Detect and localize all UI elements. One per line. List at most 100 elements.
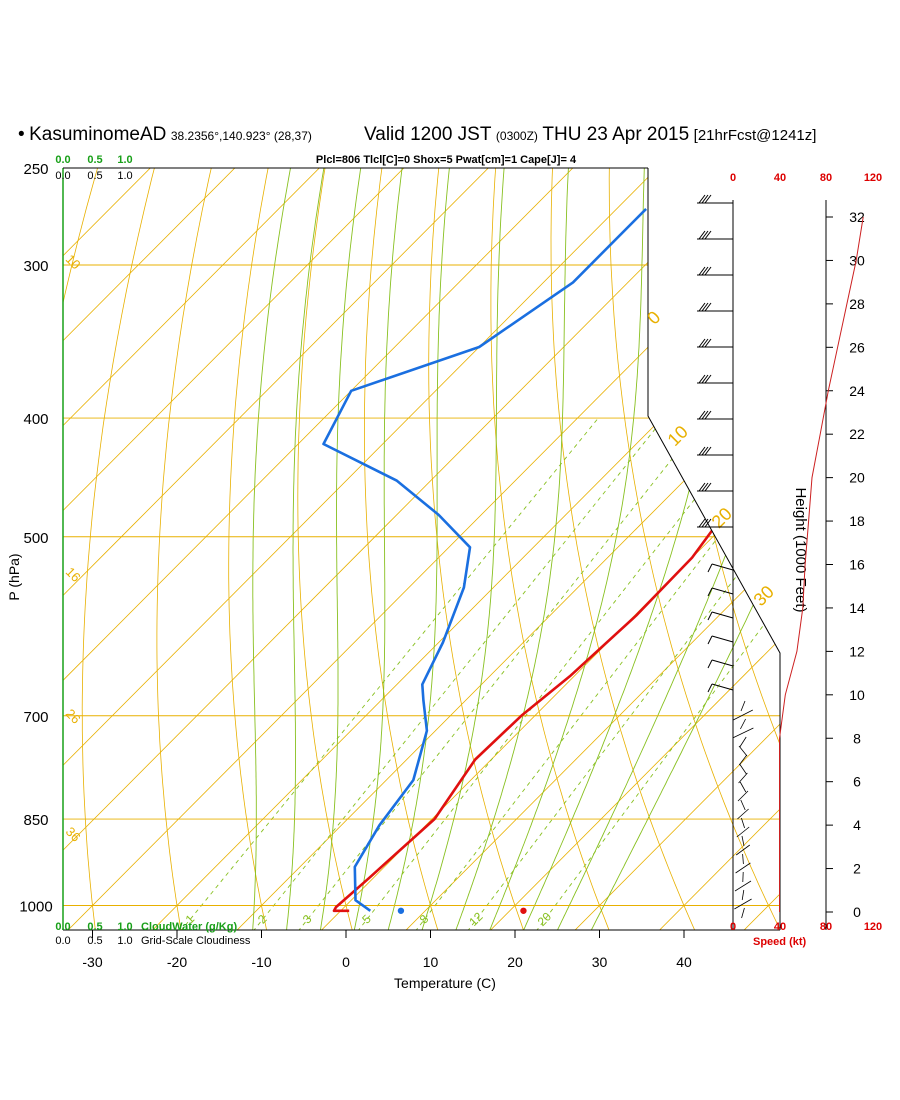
cloud-scale-bottom-green: 0.0	[55, 921, 70, 933]
dry-adiabat-line	[608, 168, 780, 930]
moist-adiabat-line	[285, 168, 329, 930]
wind-barb	[711, 659, 734, 667]
zulu-time: (0300Z)	[495, 129, 538, 143]
wind-barb	[739, 736, 747, 748]
wind-barb-flag	[707, 587, 713, 597]
mixing-ratio-label: 12	[466, 909, 486, 929]
wind-barb	[736, 826, 750, 838]
cloud-scale-top-black: 0.0	[55, 170, 70, 182]
mixing-ratio-line	[180, 417, 599, 930]
pressure-tick-label: 300	[23, 258, 48, 275]
height-tick-label: 30	[849, 252, 865, 268]
dry-adiabat-line	[297, 168, 353, 930]
chart-labels: Plcl=806 Tlcl[C]=0 Shox=5 Pwat[cm]=1 Cap…	[6, 154, 882, 991]
pressure-tick-label: 250	[23, 161, 48, 178]
dewpoint-profile	[322, 207, 648, 912]
wind-barb	[734, 898, 752, 910]
wind-speed-bottom-label: 80	[820, 921, 832, 933]
cloudiness-label: Grid-Scale Cloudiness	[141, 935, 251, 947]
wind-speed-top-label: 120	[864, 172, 882, 184]
moist-adiabat-line	[421, 168, 507, 930]
mixing-ratio-line	[535, 417, 780, 930]
wind-barb-flag	[701, 266, 709, 276]
mixing-ratio-label: 2	[255, 912, 270, 927]
wind-barb-flag	[704, 446, 712, 456]
wind-barb-flag	[704, 374, 712, 384]
temperature-surface-marker	[520, 907, 527, 914]
cloud-scale-top-green: 0.5	[87, 154, 102, 166]
right-frame	[647, 168, 781, 930]
forecast-info: [21hrFcst@1241z]	[693, 127, 817, 144]
wind-barb-flag	[701, 482, 709, 492]
isotherm-line	[63, 168, 680, 930]
wind-barb	[734, 880, 752, 892]
wind-barb	[741, 817, 745, 829]
station-bullet: •	[18, 124, 25, 145]
mixing-ratio-line	[297, 417, 705, 930]
wind-speed-bottom-label: 0	[730, 921, 736, 933]
temperature-tick-label: 10	[423, 954, 439, 970]
wind-barb-flag	[698, 482, 706, 492]
height-tick-label: 14	[849, 600, 865, 616]
wind-barb-flag	[701, 194, 709, 204]
stability-indices: Plcl=806 Tlcl[C]=0 Shox=5 Pwat[cm]=1 Cap…	[316, 154, 577, 166]
isotherm-line	[573, 168, 780, 930]
height-tick-label: 32	[849, 209, 865, 225]
isotherm-line	[63, 168, 257, 930]
dry-adiabat-line	[363, 168, 439, 930]
dry-adiabat-label: 10	[63, 251, 84, 272]
isotherm-label: 0	[643, 307, 664, 328]
wind-barb-flag	[701, 410, 709, 420]
wind-barb	[735, 844, 751, 856]
isotherm-line	[63, 168, 426, 930]
wind-barb-flag	[698, 518, 706, 528]
dry-adiabat-label: 16	[63, 564, 84, 585]
wind-barb-flag	[698, 194, 706, 204]
dry-adiabat-line	[81, 168, 161, 930]
moist-adiabat-line	[556, 168, 780, 930]
wind-barb-flag	[701, 230, 709, 240]
sounding-header: • KasuminomeAD 38.2356°,140.923° (28,37)	[18, 124, 312, 146]
isotherm-line	[150, 168, 780, 930]
wind-speed-label: Speed (kt)	[753, 936, 807, 948]
wind-barb-flag	[698, 374, 706, 384]
wind-barb-flag	[707, 683, 713, 693]
wind-barb	[740, 718, 746, 730]
height-tick-label: 4	[853, 817, 861, 833]
valid-time-header: Valid 1200 JST (0300Z) THU 23 Apr 2015 […	[364, 124, 816, 146]
y-axis-label: P (hPa)	[6, 553, 22, 600]
wind-speed-bottom-label: 40	[774, 921, 786, 933]
mixing-ratio-label: 8	[417, 912, 432, 927]
wind-barb-flag	[704, 230, 712, 240]
wind-barb-flag	[704, 266, 712, 276]
isotherm-line	[235, 168, 780, 930]
height-tick-label: 0	[853, 904, 861, 920]
wind-barb-flag	[704, 194, 712, 204]
wind-barb	[711, 563, 734, 571]
cloud-scale-bottom-green: 1.0	[117, 921, 132, 933]
mixing-ratio-label: 5	[359, 912, 374, 927]
cloud-scale-top-black: 1.0	[117, 170, 132, 182]
wind-barb	[737, 790, 749, 802]
wind-barb	[742, 853, 744, 865]
mixing-ratio-line	[252, 417, 665, 930]
valid-time: Valid 1200 JST	[364, 124, 492, 145]
height-tick-label: 6	[853, 774, 861, 790]
height-tick-label: 26	[849, 339, 865, 355]
wind-barb-flag	[707, 635, 713, 645]
moist-adiabat-line	[454, 168, 570, 930]
wind-barb	[733, 709, 753, 721]
wind-barb	[738, 772, 748, 784]
cloud-scale-bottom-green: 0.5	[87, 921, 102, 933]
isotherm-line	[63, 168, 595, 930]
isotherm-label: 20	[708, 504, 736, 532]
temperature-tick-label: -20	[167, 954, 187, 970]
pressure-tick-label: 700	[23, 709, 48, 726]
wind-barb-flag	[701, 302, 709, 312]
background-lines	[63, 168, 780, 930]
moist-adiabat-line	[252, 168, 296, 930]
wind-barb-flag	[704, 338, 712, 348]
wind-barb-flag	[704, 518, 712, 528]
temperature-tick-label: 30	[592, 954, 608, 970]
dry-adiabat-label: 26	[63, 706, 84, 727]
